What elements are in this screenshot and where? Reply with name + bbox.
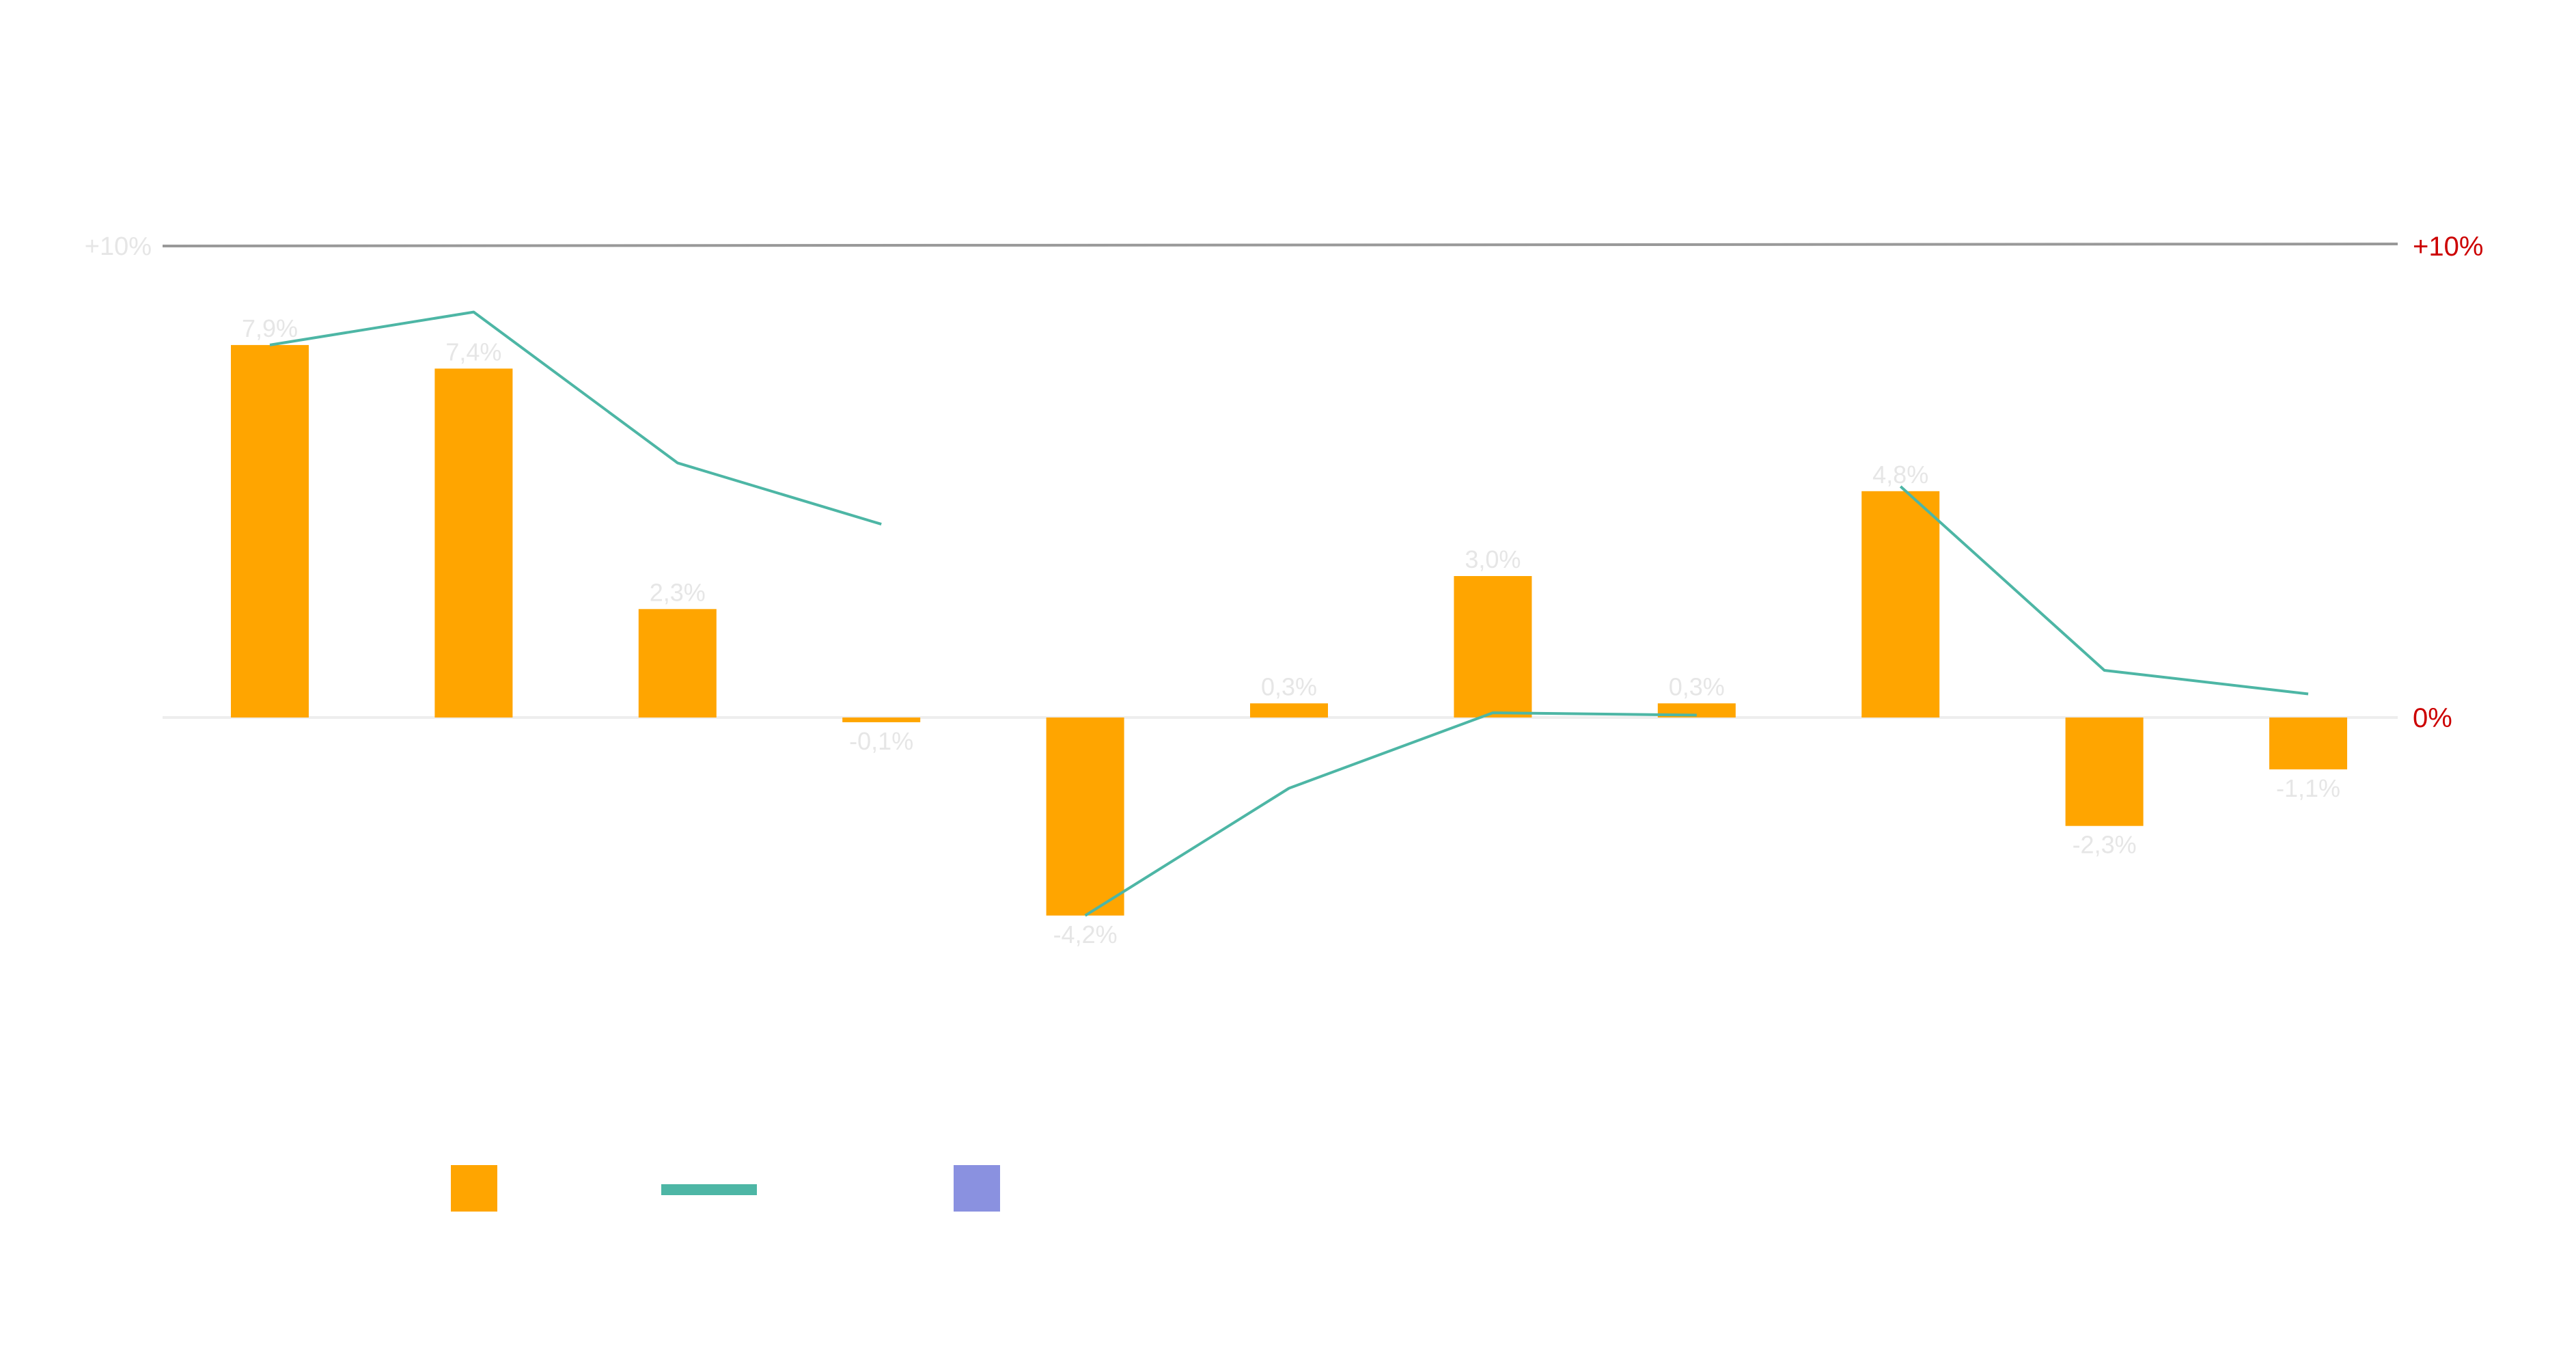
bar	[1454, 576, 1532, 718]
bar	[434, 368, 513, 718]
bar-value-label: 0,3%	[1669, 672, 1725, 700]
bar-value-label: 3,0%	[1465, 545, 1521, 573]
bar-value-label: 7,9%	[242, 314, 298, 342]
bar	[2269, 718, 2347, 769]
bar	[231, 344, 309, 718]
bar	[638, 609, 717, 718]
bar-value-label: 0,3%	[1261, 672, 1317, 700]
bar	[1250, 703, 1328, 718]
legend-bar-swatch	[451, 1165, 497, 1212]
bar-series	[231, 344, 2347, 916]
line-series	[269, 310, 2309, 917]
right-axis-tick-label: +10%	[2413, 232, 2483, 262]
right-axis-tick-label: 0%	[2413, 703, 2452, 733]
bar-value-label: -0,1%	[849, 727, 913, 755]
bar-value-label: 7,4%	[445, 338, 501, 366]
bar-value-label: -1,1%	[2276, 774, 2340, 802]
line-segment	[1084, 711, 1697, 917]
legend-bar-swatch	[954, 1165, 1000, 1212]
legend	[451, 1165, 1000, 1212]
bar	[2065, 718, 2144, 826]
data-labels: 7,9% 7,4% 2,3% -0,1% -4,2% 0,3% 3,0% 0,3% 4,8% -2…	[242, 314, 2340, 948]
line-segment	[269, 310, 882, 526]
bar-value-label: -2,3%	[2073, 831, 2137, 859]
legend-line-swatch	[661, 1184, 757, 1195]
line-segment	[1899, 485, 2309, 696]
bar-value-label: 4,8%	[1872, 461, 1928, 489]
bar	[1046, 718, 1124, 916]
bar-value-label: -4,2%	[1053, 920, 1118, 948]
reference-line	[162, 243, 2398, 247]
bar-value-label: 2,3%	[650, 578, 706, 606]
axis-labels: +10% +10% 0%	[85, 232, 2484, 733]
left-axis-tick-label: +10%	[85, 232, 152, 261]
bar	[842, 718, 921, 722]
bar	[1861, 491, 1940, 718]
